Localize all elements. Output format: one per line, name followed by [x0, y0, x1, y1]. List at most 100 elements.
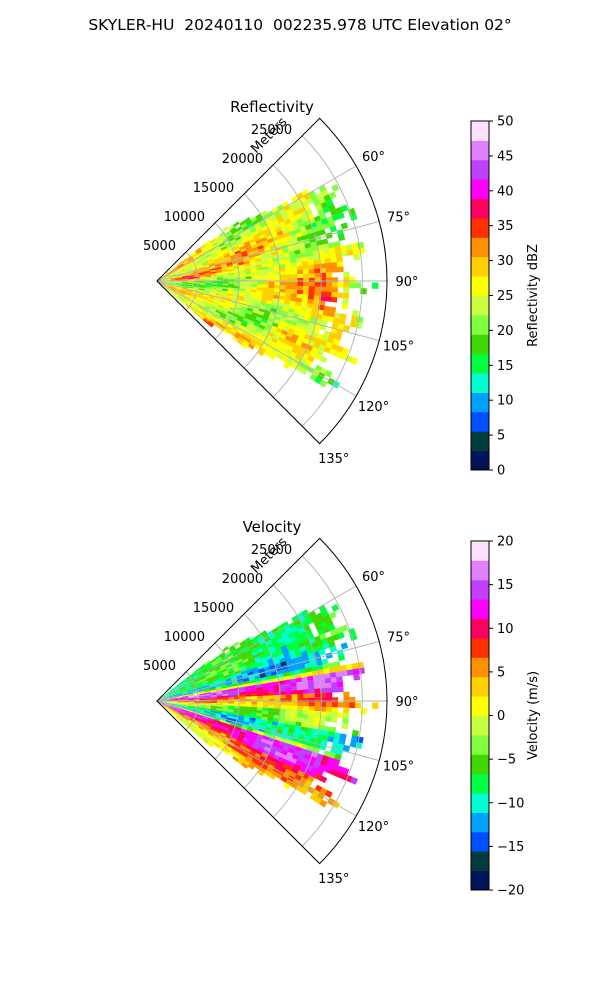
echo-cell	[208, 740, 215, 747]
echo-cell	[211, 281, 218, 284]
echo-cell	[200, 312, 207, 318]
echo-cell	[324, 677, 332, 684]
echo-cell	[210, 251, 217, 256]
echo-cell	[282, 668, 289, 674]
echo-cell	[270, 251, 278, 256]
echo-cell	[208, 666, 215, 672]
echo-cell	[188, 282, 195, 284]
echo-cell	[242, 303, 249, 308]
echo-cell	[209, 688, 217, 691]
echo-cell	[193, 702, 201, 704]
echo-cell	[321, 658, 329, 665]
echo-cell	[193, 284, 200, 287]
echo-cell	[191, 684, 198, 689]
echo-cell	[266, 255, 273, 261]
echo-cell	[190, 683, 197, 688]
echo-cell	[233, 333, 241, 340]
echo-cell	[222, 226, 229, 232]
echo-cell	[261, 633, 270, 640]
echo-cell	[285, 285, 293, 290]
echo-cell	[305, 197, 314, 205]
echo-cell	[247, 642, 255, 649]
echo-cell	[261, 293, 269, 298]
echo-cell	[310, 661, 318, 668]
echo-cell	[226, 297, 233, 301]
colorbar-tick-label: 40	[497, 184, 514, 199]
echo-cell	[209, 711, 217, 715]
echo-cell	[159, 701, 166, 703]
echo-cell	[301, 256, 309, 262]
echo-cell	[189, 718, 196, 723]
echo-cell	[186, 302, 193, 308]
echo-cell	[229, 646, 237, 653]
echo-cell	[336, 292, 344, 299]
echo-cell	[175, 288, 182, 292]
angle-tick-label: 105°	[383, 340, 414, 355]
echo-cell	[213, 665, 221, 670]
echo-cell	[181, 693, 188, 696]
echo-cell	[182, 702, 189, 704]
echo-cell	[283, 723, 291, 729]
echo-cell	[252, 309, 260, 314]
echo-cell	[351, 662, 359, 670]
echo-cell	[289, 653, 298, 660]
echo-cell	[337, 323, 345, 331]
echo-cell	[201, 679, 208, 683]
echo-cell	[216, 708, 223, 711]
echo-cell	[199, 693, 206, 696]
echo-cell	[235, 235, 242, 242]
echo-cell	[190, 670, 197, 676]
echo-cell	[176, 279, 183, 281]
echo-cell	[257, 327, 265, 333]
echo-cell	[276, 669, 284, 675]
colorbar-segment	[471, 560, 489, 581]
colorbar-segment	[471, 831, 489, 852]
echo-cell	[257, 704, 264, 708]
echo-cell	[192, 288, 200, 291]
echo-cell	[163, 692, 169, 697]
echo-cell	[180, 710, 187, 714]
echo-cell	[243, 647, 251, 654]
echo-cell	[181, 719, 188, 724]
echo-cell	[360, 708, 367, 715]
echo-cell	[283, 204, 292, 212]
echo-cell	[176, 283, 183, 285]
echo-cell	[176, 279, 183, 281]
echo-cell	[291, 705, 298, 710]
echo-cell	[191, 714, 198, 718]
echo-cell	[179, 292, 186, 297]
echo-cell	[313, 683, 321, 690]
echo-cell	[262, 704, 270, 709]
echo-cell	[275, 634, 283, 641]
echo-cell	[199, 313, 206, 319]
echo-cell	[266, 335, 274, 342]
echo-cell	[260, 344, 269, 351]
echo-cell	[296, 655, 304, 662]
echo-cell	[331, 213, 340, 222]
echo-cell	[279, 687, 286, 692]
echo-cell	[262, 710, 269, 715]
echo-cell	[169, 286, 176, 289]
echo-cell	[193, 694, 200, 697]
echo-cell	[213, 299, 220, 304]
echo-cell	[190, 250, 197, 256]
echo-cell	[241, 332, 249, 339]
echo-cell	[165, 699, 172, 701]
echo-cell	[257, 730, 265, 736]
echo-cell	[274, 242, 282, 248]
echo-cell	[327, 242, 335, 249]
echo-cell	[290, 296, 297, 302]
echo-cell	[244, 663, 252, 669]
echo-cell	[256, 689, 264, 694]
echo-cell	[209, 658, 217, 664]
echo-cell	[190, 295, 197, 299]
echo-cell	[283, 742, 291, 749]
echo-cell	[291, 709, 298, 714]
echo-cell	[269, 649, 277, 655]
echo-cell	[220, 246, 228, 251]
echo-cell	[314, 757, 323, 765]
colorbar-tick-label: 5	[497, 429, 505, 444]
echo-cell	[183, 296, 190, 302]
echo-cell	[202, 667, 209, 673]
echo-cell	[214, 681, 221, 685]
